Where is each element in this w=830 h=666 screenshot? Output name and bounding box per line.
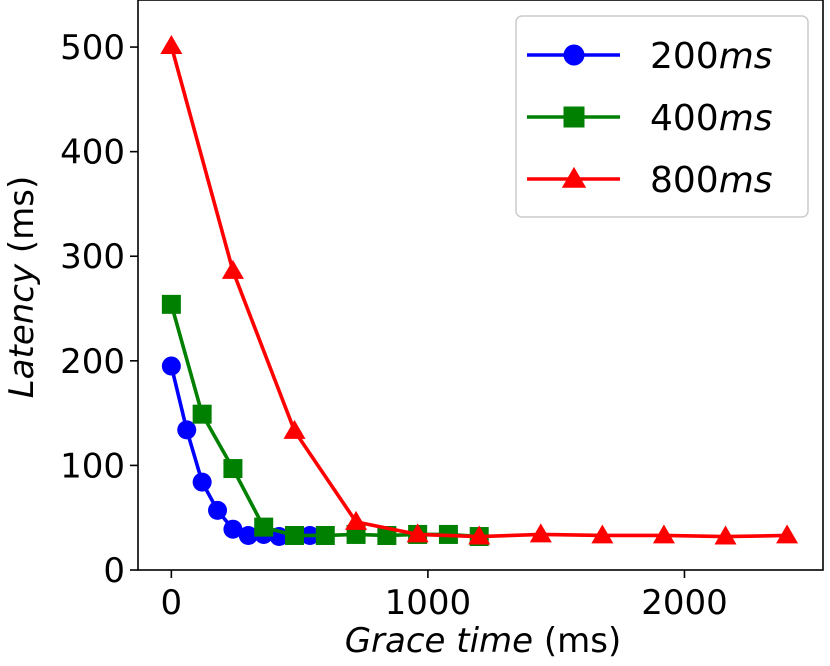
legend-label: 800ms — [650, 160, 773, 201]
triangle-marker-icon — [561, 166, 587, 188]
circle-marker-icon — [563, 44, 585, 66]
legend: 200ms 400ms 800ms — [515, 15, 809, 218]
data-point — [221, 259, 244, 279]
data-point — [223, 519, 243, 539]
data-point — [192, 404, 212, 424]
y-tick-label: 100 — [60, 446, 125, 486]
data-point — [652, 524, 675, 544]
x-axis-title: Grace time (ms) — [345, 621, 622, 661]
data-point — [315, 525, 335, 545]
data-point — [177, 420, 197, 440]
y-tick-label: 400 — [60, 133, 125, 173]
y-tick-label: 300 — [60, 237, 125, 277]
x-tick-label: 2000 — [641, 583, 728, 623]
data-point — [406, 523, 429, 543]
series-800ms — [160, 34, 799, 545]
data-point — [591, 524, 614, 544]
data-point — [468, 525, 491, 545]
data-point — [161, 294, 181, 314]
legend-entry: 200ms — [527, 36, 773, 77]
y-tick-label: 0 — [103, 551, 125, 591]
series-200ms — [161, 356, 320, 547]
legend-box — [515, 15, 809, 218]
series-line — [169, 365, 310, 539]
data-point — [160, 34, 183, 54]
data-point — [529, 523, 552, 543]
data-point — [161, 356, 181, 376]
x-tick-label: 0 — [161, 583, 183, 623]
y-tick-label: 200 — [60, 342, 125, 382]
legend-label: 200ms — [650, 36, 773, 77]
x-tick-label: 1000 — [385, 583, 472, 623]
legend-entry: 800ms — [527, 160, 773, 201]
data-point — [776, 524, 799, 544]
data-point — [238, 525, 258, 545]
data-point — [714, 525, 737, 545]
data-point — [284, 525, 304, 545]
y-tick-label: 500 — [60, 28, 125, 68]
data-point — [254, 517, 274, 537]
plot-frame — [137, 0, 824, 571]
data-point — [283, 419, 306, 439]
data-point — [345, 510, 368, 530]
data-point — [208, 500, 228, 520]
data-point — [192, 472, 212, 492]
legend-entry: 400ms — [527, 98, 773, 139]
legend-label: 400ms — [650, 98, 773, 139]
y-axis-title: Latency (ms) — [2, 176, 42, 399]
square-marker-icon — [563, 106, 585, 128]
data-point — [223, 459, 243, 479]
